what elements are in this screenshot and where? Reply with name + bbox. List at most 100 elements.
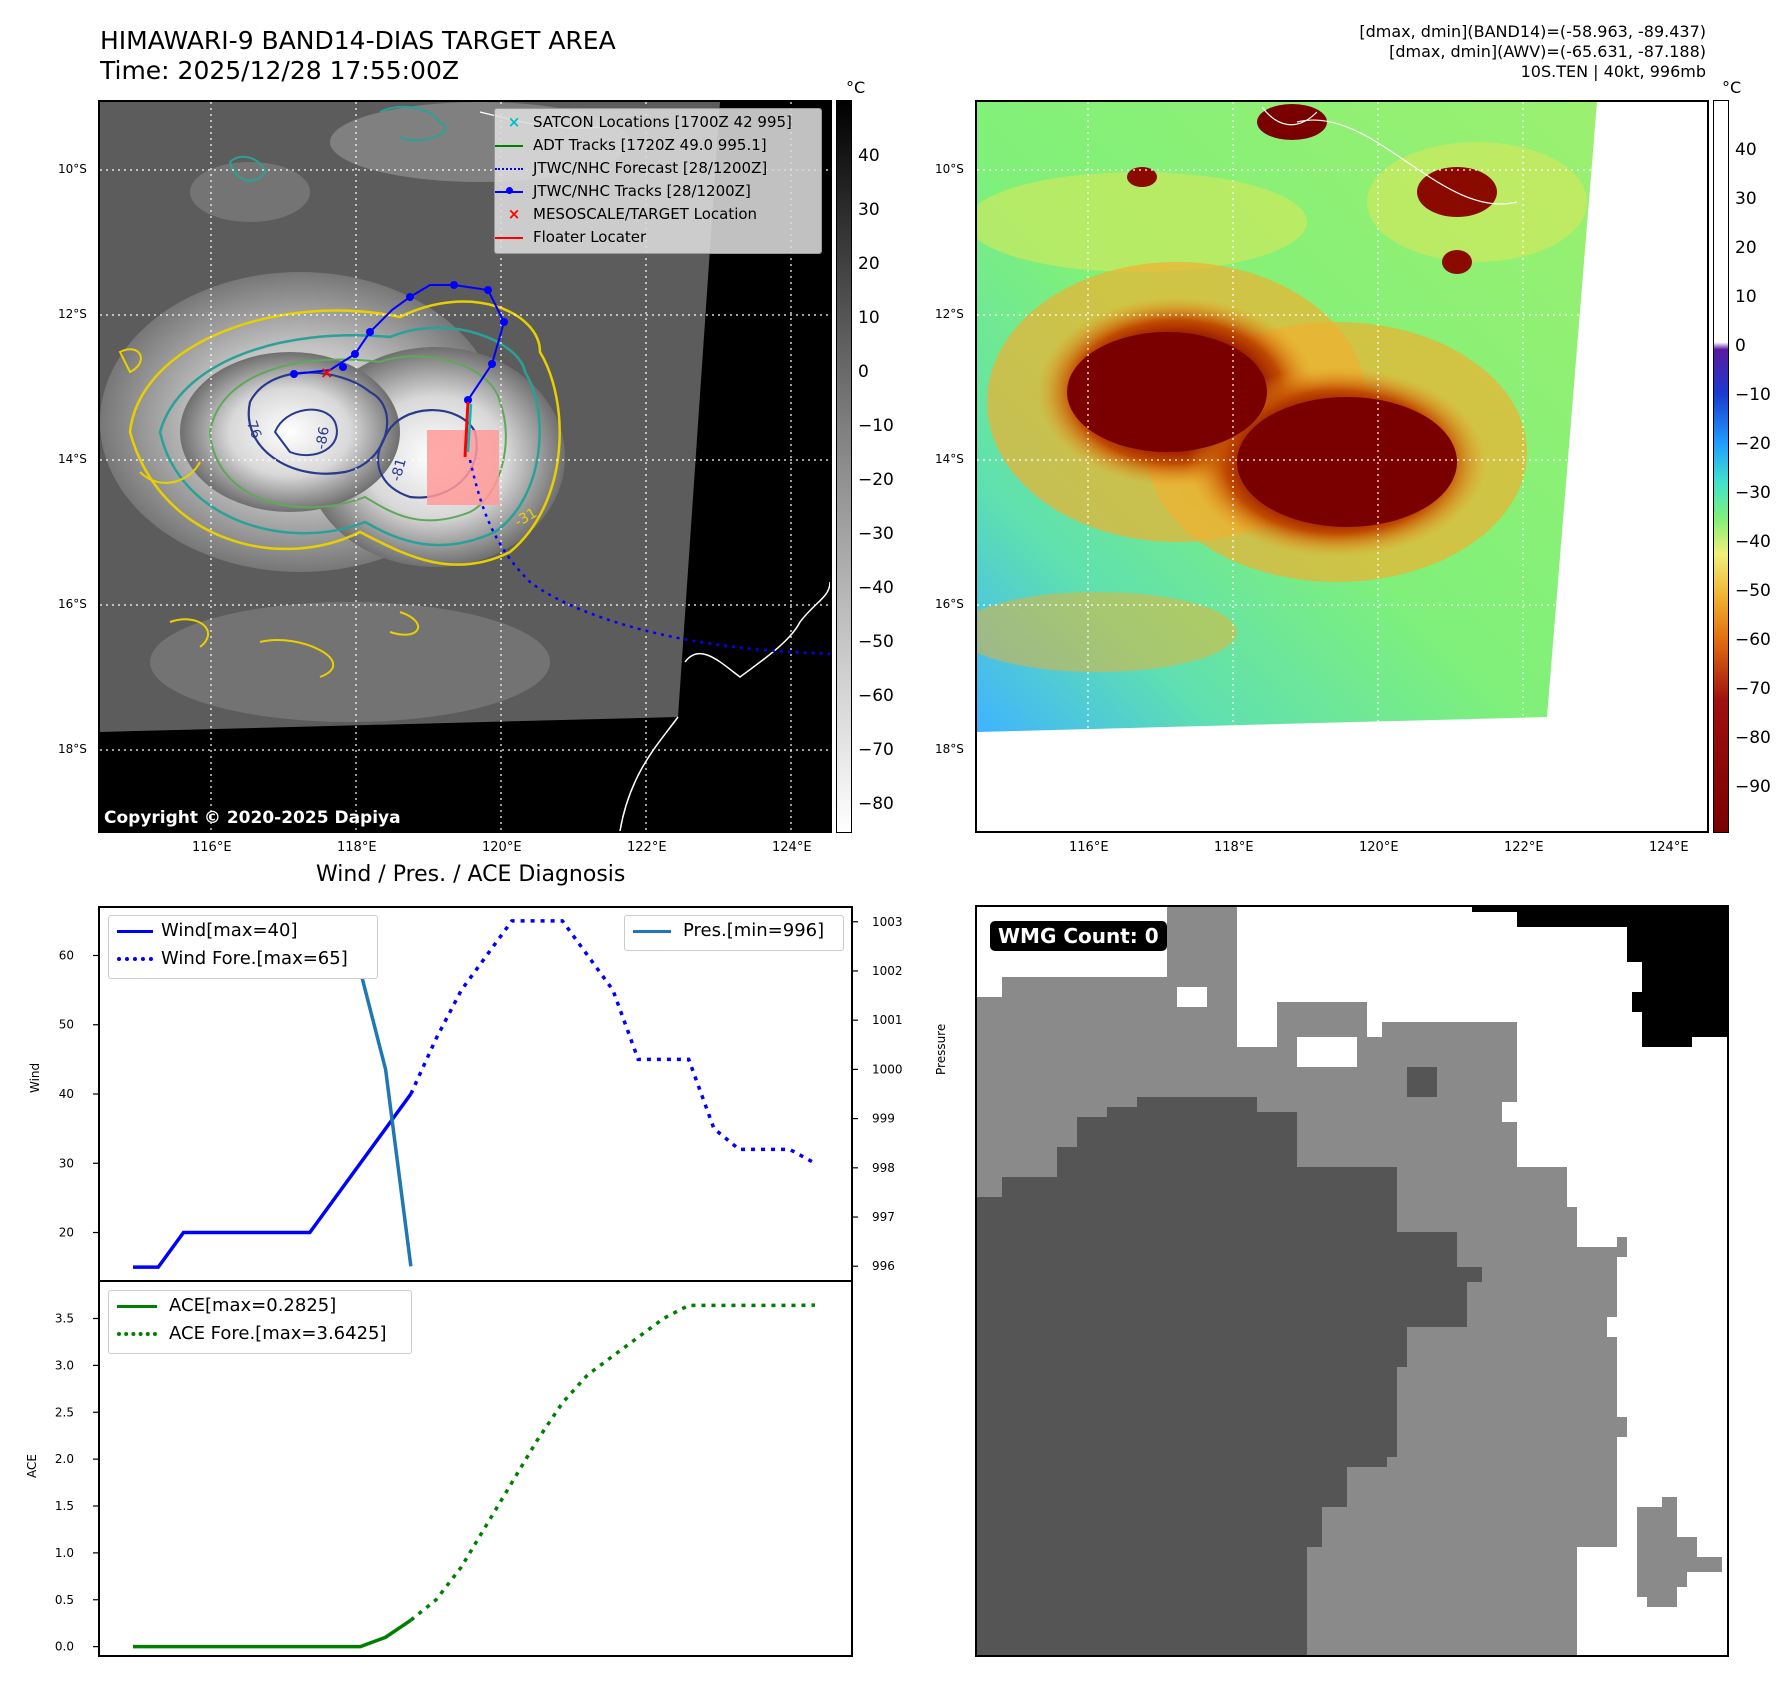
- legend-item-ace: ACE[max=0.2825]: [109, 1295, 336, 1316]
- colorbar-tick: −30: [1735, 483, 1771, 503]
- colorbar-tick: −50: [1735, 581, 1771, 601]
- legend-item-floater: Floater Locater: [495, 228, 646, 246]
- lon-label: 116°E: [1069, 840, 1109, 855]
- wmg-count-badge: WMG Count: 0: [990, 921, 1167, 951]
- colorbar-tick: 10: [1735, 287, 1757, 307]
- colorbar-tick: −10: [858, 416, 894, 436]
- lat-label: 14°S: [935, 452, 964, 466]
- y-tick-label: 3.5: [55, 1312, 74, 1326]
- legend-item-satcon: × SATCON Locations [1700Z 42 995]: [495, 113, 792, 131]
- lon-label: 116°E: [192, 840, 232, 855]
- map-legend: × SATCON Locations [1700Z 42 995] ADT Tra…: [494, 108, 822, 254]
- y-tick-label: 998: [872, 1161, 895, 1175]
- wind-axis-label: Wind: [28, 1062, 42, 1093]
- color-map-image: [977, 102, 1707, 831]
- adt-line-icon: [495, 144, 523, 147]
- y-tick-label: 30: [59, 1156, 74, 1170]
- satcon-marker-icon: ×: [507, 113, 521, 131]
- legend-item-wind-fore: Wind Fore.[max=65]: [109, 948, 348, 969]
- colorbar-tick: −40: [1735, 532, 1771, 552]
- y-tick-label: 1.5: [55, 1499, 74, 1513]
- y-tick-label: 2.0: [55, 1452, 74, 1466]
- lon-label: 122°E: [1504, 840, 1544, 855]
- lat-label: 18°S: [58, 742, 87, 756]
- ace-fore-line-icon: [117, 1332, 157, 1336]
- y-tick-label: 0.5: [55, 1593, 74, 1607]
- colorbar-tick: −50: [858, 632, 894, 652]
- colorbar-unit: °C: [1722, 78, 1742, 97]
- y-tick-label: 1.0: [55, 1546, 74, 1560]
- series-line: [409, 919, 816, 1165]
- ace-legend: ACE[max=0.2825] ACE Fore.[max=3.6425]: [108, 1290, 412, 1354]
- colorbar-tick: −20: [858, 470, 894, 490]
- legend-item-mesoscale: × MESOSCALE/TARGET Location: [495, 205, 757, 223]
- legend-item-pressure: Pres.[min=996]: [625, 920, 824, 941]
- lon-label: 120°E: [482, 840, 522, 855]
- lon-label: 124°E: [772, 840, 812, 855]
- grayscale-colorbar: [836, 100, 852, 833]
- y-tick-label: 50: [59, 1018, 74, 1032]
- colorbar-tick: 10: [858, 308, 880, 328]
- colorbar-tick: 0: [1735, 336, 1746, 356]
- colorbar-tick: −70: [1735, 679, 1771, 699]
- wmg-panel: [975, 905, 1729, 1657]
- colorbar-tick: −40: [858, 578, 894, 598]
- series-line: [133, 1092, 413, 1269]
- series-line: [409, 1303, 816, 1622]
- y-tick-label: 40: [59, 1087, 74, 1101]
- svg-text:-86: -86: [313, 425, 333, 450]
- legend-item-forecast: JTWC/NHC Forecast [28/1200Z]: [495, 159, 767, 177]
- colorbar-tick: −30: [858, 524, 894, 544]
- colorbar-tick: −80: [858, 794, 894, 814]
- colorbar-tick: 20: [858, 254, 880, 274]
- wind-line-icon: [117, 929, 153, 933]
- y-tick-label: 2.5: [55, 1405, 74, 1419]
- pressure-legend: Pres.[min=996]: [624, 915, 844, 951]
- series-line: [133, 1618, 412, 1649]
- svg-text:-76: -76: [241, 414, 264, 441]
- stats-line-2: [dmax, dmin](AWV)=(-65.631, -87.188): [1389, 42, 1706, 61]
- legend-item-wind: Wind[max=40]: [109, 920, 298, 941]
- y-tick-label: 1000: [872, 1062, 903, 1076]
- colorbar-tick: −60: [1735, 630, 1771, 650]
- y-tick-label: 999: [872, 1112, 895, 1126]
- lat-label: 12°S: [58, 307, 87, 321]
- colorbar-tick: −60: [858, 686, 894, 706]
- y-tick-label: 996: [872, 1259, 895, 1273]
- ace-axes-frame: [98, 1280, 853, 1657]
- lat-label: 18°S: [935, 742, 964, 756]
- lat-label: 10°S: [935, 162, 964, 176]
- lat-label: 10°S: [58, 162, 87, 176]
- y-tick-label: 1002: [872, 964, 903, 978]
- y-tick-label: 997: [872, 1210, 895, 1224]
- lat-label: 12°S: [935, 307, 964, 321]
- y-tick-label: 60: [59, 948, 74, 962]
- stats-block: [dmax, dmin](BAND14)=(-58.963, -89.437) …: [1359, 22, 1706, 82]
- colorbar-tick: 20: [1735, 238, 1757, 258]
- stats-line-3: 10S.TEN | 40kt, 996mb: [1520, 62, 1706, 81]
- y-tick-label: 0.0: [55, 1640, 74, 1654]
- y-tick-label: 1001: [872, 1013, 903, 1027]
- svg-text:×: ×: [320, 363, 333, 382]
- colorbar-tick: 30: [1735, 189, 1757, 209]
- wind-fore-line-icon: [117, 957, 153, 961]
- legend-item-tracks: JTWC/NHC Tracks [28/1200Z]: [495, 182, 751, 200]
- colorbar-tick: 30: [858, 200, 880, 220]
- colorbar-tick: −10: [1735, 385, 1771, 405]
- colorbar-tick: −20: [1735, 434, 1771, 454]
- lon-label: 118°E: [1214, 840, 1254, 855]
- colorbar-unit: °C: [846, 78, 866, 97]
- colorbar-tick: 40: [858, 146, 880, 166]
- lat-label: 16°S: [58, 597, 87, 611]
- colorbar-tick: −90: [1735, 777, 1771, 797]
- legend-item-ace-fore: ACE Fore.[max=3.6425]: [109, 1323, 387, 1344]
- lat-label: 14°S: [58, 452, 87, 466]
- figure-title: HIMAWARI-9 BAND14-DIAS TARGET AREA Time: …: [100, 26, 616, 86]
- forecast-line-icon: [495, 167, 523, 170]
- svg-text:-81: -81: [388, 457, 409, 483]
- stats-line-1: [dmax, dmin](BAND14)=(-58.963, -89.437): [1359, 22, 1706, 41]
- title-line-1: HIMAWARI-9 BAND14-DIAS TARGET AREA: [100, 26, 616, 55]
- colorbar-tick: −70: [858, 740, 894, 760]
- colorbar-tick: −80: [1735, 728, 1771, 748]
- title-line-2: Time: 2025/12/28 17:55:00Z: [100, 56, 459, 85]
